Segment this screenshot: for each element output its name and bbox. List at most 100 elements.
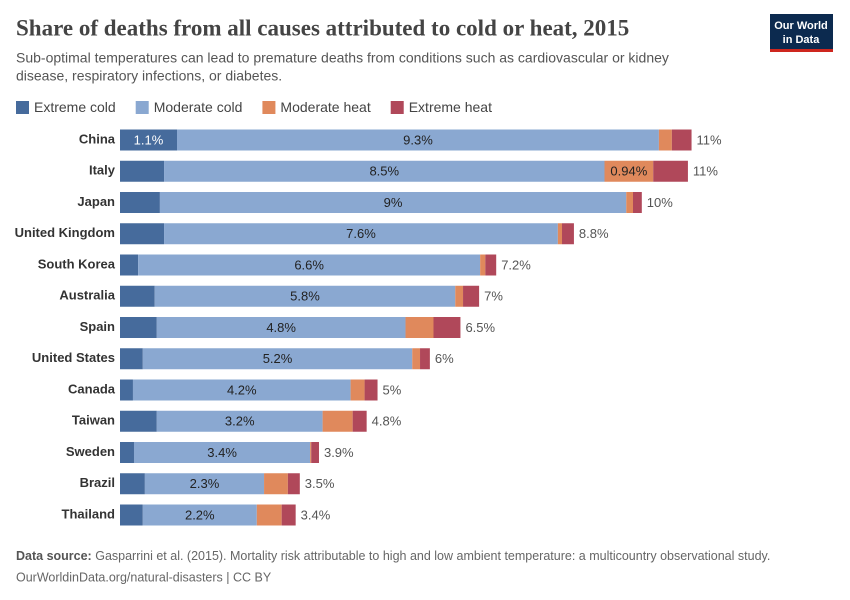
bar-segment: [120, 254, 139, 276]
legend-label: Moderate heat: [280, 99, 370, 115]
category-label: Brazil: [80, 475, 115, 490]
chart-title: Share of deaths from all causes attribut…: [16, 15, 629, 40]
segment-label: 4.8%: [266, 320, 296, 335]
logo-text: in Data: [783, 34, 821, 46]
bar-segment: [120, 410, 157, 432]
legend-label: Extreme heat: [409, 99, 492, 115]
bar-segment: [120, 285, 155, 307]
bar-segment: [653, 160, 688, 182]
total-label: 3.5%: [305, 476, 335, 491]
logo-stripe: [770, 49, 833, 52]
total-label: 11%: [693, 164, 718, 179]
category-label: Canada: [68, 381, 116, 396]
bar-segment: [412, 348, 421, 370]
category-label: Italy: [89, 163, 116, 178]
bar-segment: [142, 348, 413, 370]
category-label: China: [79, 131, 116, 146]
bar-segment: [142, 504, 257, 526]
segment-label: 6.6%: [294, 257, 324, 272]
total-label: 4.8%: [372, 414, 402, 429]
bar-segment: [120, 129, 177, 151]
source-text: Gasparrini et al. (2015). Mortality risk…: [95, 549, 770, 563]
total-label: 6%: [435, 351, 454, 366]
bar-segment: [281, 504, 296, 526]
source-label: Data source:: [16, 549, 92, 563]
bar-segment: [156, 317, 406, 338]
category-label: Australia: [59, 288, 115, 303]
bar-segment: [156, 410, 323, 432]
bar-segment: [633, 192, 642, 213]
segment-label: 1.1%: [134, 132, 164, 147]
subtitle: Sub-optimal temperatures can lead to pre…: [16, 50, 669, 66]
bar-segment: [604, 160, 654, 182]
legend-label: Extreme cold: [34, 99, 116, 115]
bar-segment: [144, 473, 265, 495]
bar-segment: [164, 160, 605, 182]
bar-segment: [405, 317, 434, 338]
bar-segment: [463, 285, 480, 307]
segment-label: 5.8%: [290, 289, 320, 304]
category-label: Taiwan: [72, 413, 115, 428]
bar-segment: [120, 473, 145, 495]
segment-label: 2.2%: [185, 507, 215, 522]
segment-label: 8.5%: [369, 164, 399, 179]
legend-label: Moderate cold: [154, 99, 243, 115]
bar-segment: [120, 317, 157, 338]
total-label: 7.2%: [501, 257, 531, 272]
bar-segment: [626, 192, 633, 213]
logo-box[interactable]: [770, 14, 833, 52]
bar-segment: [133, 442, 311, 463]
category-label: Sweden: [66, 444, 115, 459]
segment-label: 4.2%: [227, 382, 257, 397]
bar-segment: [433, 317, 461, 338]
category-label: Spain: [80, 319, 115, 334]
bar-segment: [562, 223, 574, 245]
segment-label: 9.3%: [403, 132, 433, 147]
category-label: Thailand: [62, 506, 116, 521]
bar-segment: [350, 379, 365, 401]
segment-label: 5.2%: [263, 351, 293, 366]
bar-segment: [485, 254, 497, 276]
category-label: United Kingdom: [15, 225, 115, 240]
total-label: 7%: [484, 289, 503, 304]
source: Data source: Gasparrini et al. (2015). M…: [16, 549, 770, 563]
total-label: 8.8%: [579, 226, 609, 241]
total-label: 5%: [383, 382, 402, 397]
segment-label: 9%: [384, 195, 403, 210]
bar-segment: [322, 410, 353, 432]
bar-segment: [311, 442, 319, 463]
category-label: South Korea: [38, 256, 116, 271]
bar-segment: [420, 348, 430, 370]
bar-segment: [120, 504, 143, 526]
bar-segment: [658, 129, 672, 151]
bar-segment: [120, 160, 165, 182]
bar-segment: [154, 285, 456, 307]
url-line: OurWorldinData.org/natural-disasters | C…: [16, 570, 272, 584]
bar-segment: [120, 442, 134, 463]
bar-segment: [264, 473, 288, 495]
total-label: 3.9%: [324, 445, 354, 460]
bar-segment: [364, 379, 378, 401]
legend-swatch: [16, 101, 29, 114]
subtitle: disease, respiratory infections, or diab…: [16, 68, 282, 84]
total-label: 10%: [647, 195, 673, 210]
bar-segment: [352, 410, 367, 432]
legend-swatch: [390, 101, 404, 114]
segment-label: 3.2%: [225, 414, 255, 429]
total-label: 6.5%: [465, 320, 495, 335]
bar-segment: [120, 348, 143, 370]
bar-segment: [455, 285, 464, 307]
bar-segment: [120, 223, 165, 245]
category-label: Japan: [77, 194, 115, 209]
bar-segment: [164, 223, 558, 245]
bar-segment: [256, 504, 282, 526]
bar-segment: [671, 129, 692, 151]
total-label: 11%: [697, 132, 722, 147]
bar-segment: [177, 129, 659, 151]
bar-segment: [557, 223, 563, 245]
bar-segment: [480, 254, 486, 276]
bar-segment: [159, 192, 627, 213]
bar-segment: [138, 254, 481, 276]
logo-text: Our World: [774, 20, 828, 32]
